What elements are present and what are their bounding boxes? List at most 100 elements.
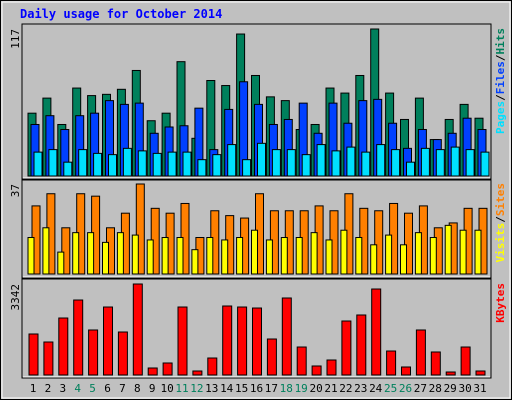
bar <box>122 147 132 177</box>
bar <box>242 159 252 177</box>
x-tick-label: 11 <box>175 382 188 395</box>
bar <box>415 329 426 376</box>
bar <box>429 237 437 275</box>
bar <box>252 307 262 376</box>
bar <box>371 288 382 376</box>
bar <box>310 232 318 275</box>
legend: KBytes <box>494 283 507 323</box>
x-tick-label: 29 <box>444 382 457 395</box>
legend-separator: / <box>494 216 507 223</box>
legend-entry: Visits <box>494 223 507 263</box>
bar <box>420 147 430 177</box>
bar <box>404 212 413 275</box>
bar <box>435 149 445 177</box>
legend: Pages/Files/Hits <box>494 28 507 134</box>
legend-entry: KBytes <box>494 283 507 323</box>
x-tick-label: 26 <box>399 382 412 395</box>
bar <box>27 237 35 275</box>
bar <box>474 229 482 275</box>
bar <box>445 371 456 376</box>
x-tick-label: 25 <box>384 382 397 395</box>
bar <box>480 151 490 177</box>
bar <box>376 144 386 177</box>
x-tick-label: 5 <box>89 382 96 395</box>
bar <box>386 350 397 376</box>
x-tick-label: 7 <box>119 382 126 395</box>
legend-entry: Pages <box>494 101 507 134</box>
x-tick-label: 4 <box>74 382 81 395</box>
x-tick-label: 15 <box>235 382 248 395</box>
bar <box>137 150 147 177</box>
bar <box>257 142 266 177</box>
x-tick-label: 8 <box>134 382 141 395</box>
bar <box>28 333 39 376</box>
x-tick-label: 31 <box>473 382 486 395</box>
legend-entry: Files <box>494 61 507 94</box>
bar <box>206 237 214 275</box>
bar <box>43 341 54 376</box>
legend-entry: Sites <box>494 183 507 216</box>
bar <box>221 239 229 275</box>
y-tick-label: 117 <box>9 29 22 49</box>
bar <box>295 237 303 275</box>
x-tick-label: 16 <box>250 382 263 395</box>
bar <box>237 306 248 376</box>
bar <box>450 146 460 177</box>
bar <box>356 314 367 376</box>
bar <box>385 234 393 275</box>
bar <box>78 149 88 177</box>
x-tick-label: 19 <box>295 382 308 395</box>
bar <box>475 370 486 376</box>
x-tick-label: 6 <box>104 382 111 395</box>
y-tick-label: 37 <box>9 184 22 197</box>
x-tick-label: 22 <box>339 382 352 395</box>
bar <box>177 306 188 376</box>
x-tick-label: 10 <box>160 382 173 395</box>
bar <box>400 244 407 275</box>
bar <box>72 232 80 275</box>
bar <box>374 210 384 275</box>
x-tick-label: 2 <box>45 382 52 395</box>
x-tick-label: 13 <box>205 382 218 395</box>
bar <box>161 237 169 275</box>
bar <box>207 357 218 376</box>
bar <box>370 244 378 275</box>
bar <box>63 161 73 177</box>
bar <box>87 232 95 275</box>
bar <box>325 239 333 275</box>
bar <box>61 227 71 275</box>
bar <box>191 249 199 275</box>
bar <box>117 331 128 376</box>
bar <box>197 159 207 177</box>
bar <box>135 183 145 275</box>
bar <box>459 229 467 275</box>
bar <box>152 152 162 177</box>
bar <box>391 149 401 177</box>
bar <box>341 320 352 376</box>
bar <box>280 237 288 275</box>
x-tick-label: 12 <box>190 382 203 395</box>
bar <box>147 367 158 376</box>
bar <box>316 144 326 177</box>
bar <box>146 239 154 275</box>
legend: Visits/Sites <box>494 183 507 263</box>
legend-separator: / <box>494 94 507 101</box>
bar <box>301 154 311 177</box>
bar <box>132 283 143 376</box>
bar <box>355 237 363 275</box>
bar <box>286 149 296 177</box>
x-tick-label: 14 <box>220 382 234 395</box>
bar <box>227 144 237 177</box>
x-tick-label: 18 <box>280 382 293 395</box>
bar <box>176 237 184 275</box>
bar <box>281 297 292 376</box>
bar <box>48 149 58 177</box>
bar <box>311 365 322 376</box>
legend-separator: / <box>494 54 507 61</box>
bar <box>162 362 173 376</box>
bar <box>406 161 415 177</box>
x-tick-label: 24 <box>369 382 383 395</box>
bar <box>182 151 192 177</box>
